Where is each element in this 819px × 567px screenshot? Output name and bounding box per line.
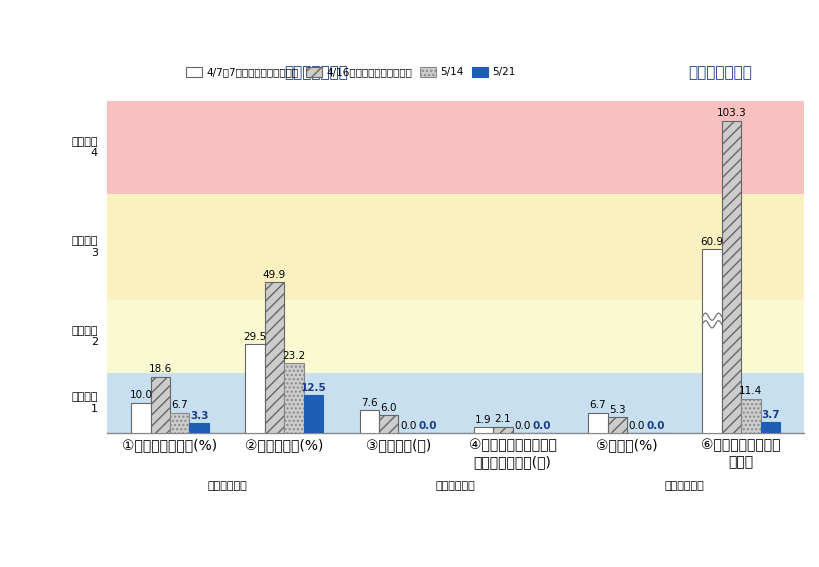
Bar [170, 413, 189, 433]
Bar [761, 422, 780, 433]
Bar [189, 423, 209, 433]
Text: 6.0: 6.0 [381, 403, 397, 413]
Text: 7.6: 7.6 [361, 397, 378, 408]
Text: 『都内の状況』: 『都内の状況』 [689, 66, 753, 81]
Text: ＜感染状況＞: ＜感染状況＞ [436, 481, 476, 492]
Text: 60.9: 60.9 [700, 236, 724, 247]
Text: 3.3: 3.3 [190, 411, 208, 421]
Text: 5.3: 5.3 [609, 405, 626, 414]
Text: 0.0: 0.0 [628, 421, 645, 431]
Bar [703, 249, 722, 433]
Text: 『県内の状況』: 『県内の状況』 [284, 66, 348, 81]
Text: 49.9: 49.9 [263, 270, 286, 280]
Text: 0.0: 0.0 [419, 421, 437, 431]
Text: 2.1: 2.1 [495, 414, 511, 424]
Text: 103.3: 103.3 [717, 108, 746, 119]
Text: 0.0: 0.0 [400, 421, 416, 431]
Text: 1.9: 1.9 [475, 415, 492, 425]
Text: ステージ
3: ステージ 3 [71, 236, 98, 258]
Bar [360, 410, 379, 433]
Text: 23.2: 23.2 [283, 350, 305, 361]
Bar [474, 428, 493, 433]
Text: 0.0: 0.0 [532, 421, 551, 431]
Bar [131, 403, 151, 433]
Text: ステージ
4: ステージ 4 [71, 137, 98, 158]
Text: 6.7: 6.7 [171, 400, 188, 411]
Bar [265, 282, 284, 433]
Text: 6.7: 6.7 [590, 400, 606, 411]
Bar [107, 100, 804, 194]
Bar [284, 363, 304, 433]
Text: ＜医療体制＞: ＜医療体制＞ [207, 481, 247, 492]
Bar [741, 399, 761, 433]
Bar [107, 300, 804, 373]
Text: 10.0: 10.0 [129, 391, 152, 400]
Bar [107, 373, 804, 433]
Bar [722, 121, 741, 433]
Text: 0.0: 0.0 [647, 421, 665, 431]
Bar [107, 194, 804, 300]
Text: 29.5: 29.5 [243, 332, 267, 341]
Legend: 4/7（7都府県紧急事態宣言）, 4/16（全国紧急事態宣言）, 5/14, 5/21: 4/7（7都府県紧急事態宣言）, 4/16（全国紧急事態宣言）, 5/14, 5… [182, 62, 519, 82]
Bar [151, 377, 170, 433]
Bar [379, 415, 399, 433]
Text: ステージ
2: ステージ 2 [71, 325, 98, 347]
Bar [493, 427, 513, 433]
Bar [304, 395, 323, 433]
Text: 18.6: 18.6 [149, 365, 172, 374]
Text: 11.4: 11.4 [740, 386, 762, 396]
Text: ステージ
1: ステージ 1 [71, 392, 98, 414]
Bar [588, 413, 608, 433]
Text: 0.0: 0.0 [514, 421, 531, 431]
Text: 12.5: 12.5 [301, 383, 326, 393]
Text: ＜感染状況＞: ＜感染状況＞ [664, 481, 704, 492]
Bar [246, 344, 265, 433]
Text: 3.7: 3.7 [761, 409, 780, 420]
Bar [608, 417, 627, 433]
